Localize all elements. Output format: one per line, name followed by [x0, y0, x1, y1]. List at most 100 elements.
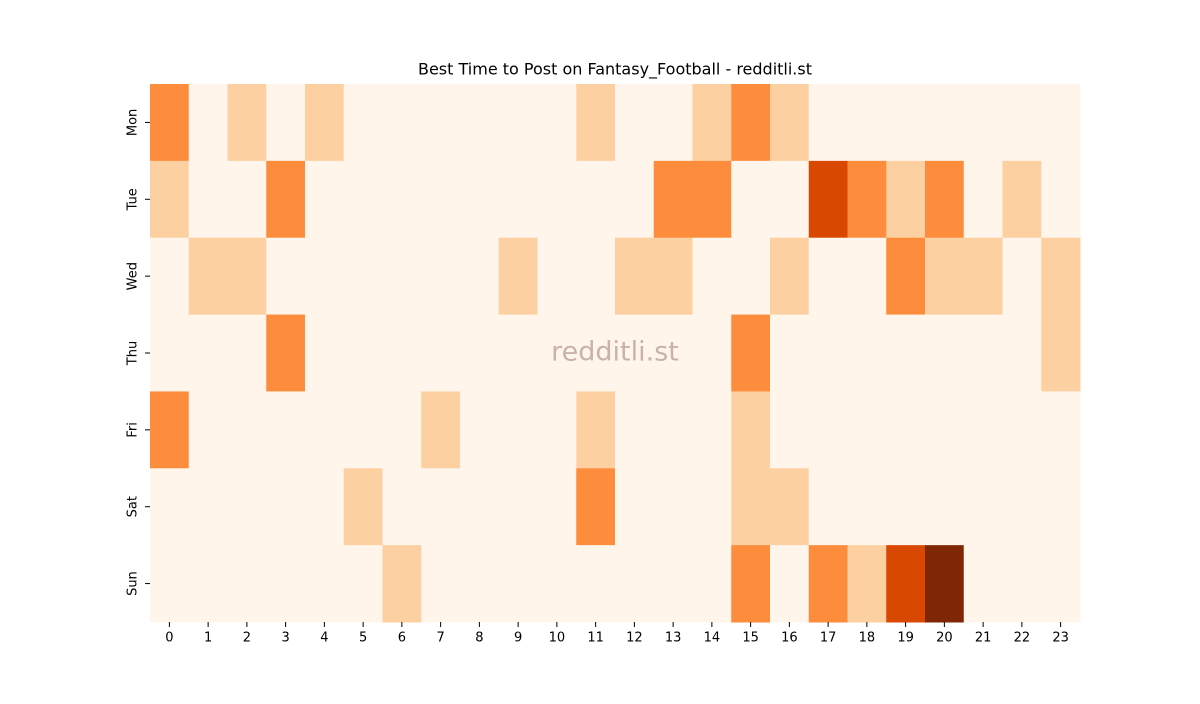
heat-cell — [1002, 468, 1042, 546]
heat-cell — [615, 314, 655, 392]
heat-cell — [963, 391, 1003, 469]
heat-cell — [925, 84, 965, 162]
x-tick-label: 20 — [936, 631, 953, 646]
heat-cell — [1041, 237, 1081, 316]
heat-cell — [188, 84, 228, 162]
heat-cell — [188, 391, 228, 469]
heat-cell — [537, 468, 577, 546]
heat-cell — [615, 160, 655, 239]
heat-cell — [847, 545, 887, 623]
heat-cell — [1041, 545, 1081, 623]
heat-cell — [266, 545, 306, 623]
y-tick-label: Tue — [126, 188, 141, 211]
heat-cell — [886, 545, 926, 623]
heat-cell — [615, 391, 655, 469]
heat-cell — [576, 84, 616, 162]
heat-cell — [770, 468, 810, 546]
heat-cell — [692, 237, 732, 316]
x-tick-label: 12 — [626, 631, 643, 646]
heat-cell — [963, 468, 1003, 546]
x-tick-label: 18 — [859, 631, 876, 646]
heat-cell — [847, 314, 887, 392]
x-tick-label: 23 — [1052, 631, 1069, 646]
heat-cell — [227, 468, 267, 546]
heat-cell — [266, 468, 306, 546]
heat-cell — [731, 468, 771, 546]
heat-cell — [421, 314, 461, 392]
heat-cell — [150, 545, 190, 623]
heat-cell — [770, 314, 810, 392]
watermark: redditli.st — [551, 337, 679, 368]
heat-cell — [343, 84, 383, 162]
heat-cell — [770, 545, 810, 623]
heat-cell — [498, 468, 538, 546]
heat-cell — [808, 545, 848, 623]
heat-cell — [692, 545, 732, 623]
heat-cell — [343, 160, 383, 239]
heat-cell — [266, 84, 306, 162]
x-tick-label: 22 — [1014, 631, 1031, 646]
heat-cell — [343, 237, 383, 316]
x-tick-label: 13 — [665, 631, 682, 646]
heat-cell — [305, 391, 345, 469]
heat-cell — [1002, 84, 1042, 162]
heat-cell — [498, 84, 538, 162]
x-tick-label: 8 — [475, 631, 483, 646]
heat-cell — [847, 468, 887, 546]
heat-cell — [421, 391, 461, 469]
heat-cell — [808, 468, 848, 546]
heat-cell — [150, 468, 190, 546]
x-tick-label: 21 — [975, 631, 992, 646]
heat-cell — [576, 545, 616, 623]
heat-cell — [421, 468, 461, 546]
heat-cell — [808, 237, 848, 316]
x-tick-label: 0 — [165, 631, 173, 646]
heat-cell — [537, 160, 577, 239]
heat-cell — [266, 160, 306, 239]
heat-cell — [847, 391, 887, 469]
heat-cell — [963, 84, 1003, 162]
heat-cell — [847, 237, 887, 316]
x-tick-label: 7 — [436, 631, 444, 646]
heat-cell — [576, 160, 616, 239]
heat-cell — [653, 84, 693, 162]
heat-cell — [731, 545, 771, 623]
heat-cell — [653, 314, 693, 392]
heat-cell — [653, 237, 693, 316]
heat-cell — [925, 237, 965, 316]
heat-cell — [150, 84, 190, 162]
heat-cell — [421, 160, 461, 239]
heat-cell — [460, 314, 500, 392]
heat-cell — [847, 160, 887, 239]
heat-cell — [615, 545, 655, 623]
heat-cell — [1002, 391, 1042, 469]
x-tick-label: 10 — [549, 631, 566, 646]
heat-cell — [770, 160, 810, 239]
heat-cell — [615, 468, 655, 546]
heat-cell — [382, 468, 422, 546]
heat-cell — [343, 314, 383, 392]
heat-cell — [1041, 84, 1081, 162]
heat-cell — [460, 160, 500, 239]
x-tick-label: 4 — [320, 631, 328, 646]
heat-cell — [343, 391, 383, 469]
heat-cell — [963, 314, 1003, 392]
heat-cell — [886, 391, 926, 469]
heat-cell — [227, 84, 267, 162]
heat-cell — [421, 545, 461, 623]
heat-cell — [382, 84, 422, 162]
heat-cell — [227, 237, 267, 316]
heat-cell — [188, 545, 228, 623]
heat-cell — [847, 84, 887, 162]
x-tick-label: 5 — [359, 631, 367, 646]
heat-cell — [343, 545, 383, 623]
heat-cell — [305, 314, 345, 392]
heat-cell — [421, 237, 461, 316]
heat-cell — [576, 468, 616, 546]
x-tick-label: 2 — [243, 631, 251, 646]
y-tick-label: Wed — [126, 262, 141, 290]
heat-cell — [188, 314, 228, 392]
y-tick-label: Thu — [126, 341, 141, 366]
heat-cell — [460, 391, 500, 469]
